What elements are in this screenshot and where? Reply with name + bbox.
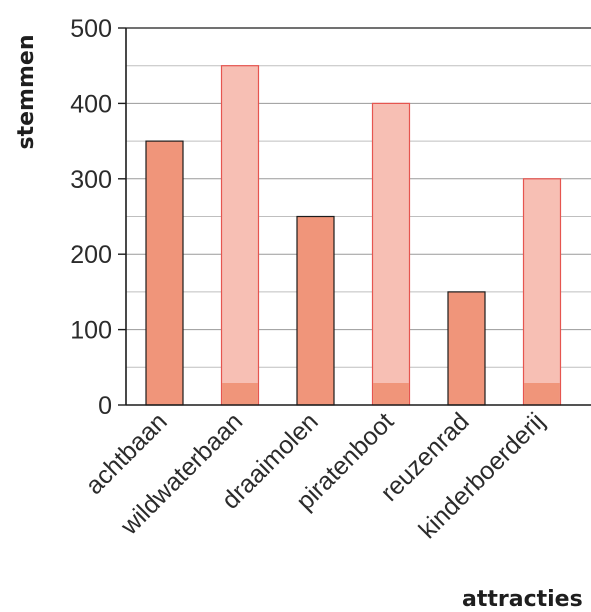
y-tick-label: 300 — [70, 166, 112, 194]
y-axis-title: stemmen — [14, 35, 39, 150]
grid-lines — [126, 27, 591, 368]
axes — [118, 27, 591, 406]
y-tick-labels: 0 100 200 300 400 500 — [70, 15, 112, 420]
bar-fill — [371, 102, 411, 406]
bar-reuzenrad — [447, 291, 486, 406]
bar-base — [222, 383, 258, 405]
bar-fill — [522, 178, 562, 406]
bar-fill — [220, 65, 260, 406]
y-tick-label: 200 — [70, 241, 112, 269]
y-tick-label: 500 — [70, 15, 112, 43]
bar-base — [373, 383, 409, 405]
bar-piratenboot — [371, 102, 411, 406]
bars — [145, 65, 562, 406]
bar-kinderboerderij — [522, 178, 562, 406]
y-tick-label: 100 — [70, 317, 112, 345]
x-axis-title: attracties — [462, 587, 583, 612]
bar-draaimolen — [296, 215, 335, 406]
bar-base — [524, 383, 560, 405]
y-tick-label: 0 — [98, 392, 112, 420]
x-tick-labels: achtbaanwildwaterbaandraaimolenpiratenbo… — [80, 407, 550, 544]
bar-achtbaan — [145, 140, 184, 406]
y-tick-label: 400 — [70, 90, 112, 118]
bar-wildwaterbaan — [220, 65, 260, 406]
